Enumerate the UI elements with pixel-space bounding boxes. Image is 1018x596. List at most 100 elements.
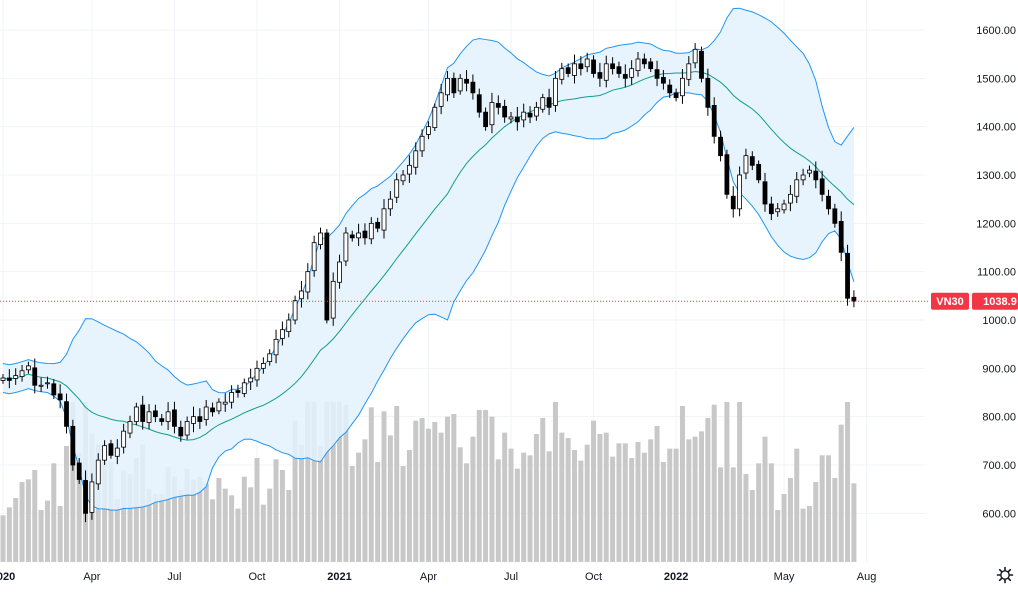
candle-body: [584, 58, 590, 68]
volume-bar: [578, 460, 584, 562]
volume-bar: [248, 487, 254, 562]
candle: [241, 378, 247, 398]
candle-body: [661, 76, 666, 84]
candle: [57, 384, 63, 409]
candle: [502, 99, 508, 123]
price-tick-label: 1000.0: [982, 315, 1016, 327]
candle: [775, 203, 781, 217]
candle-body: [57, 393, 63, 401]
candle-body: [762, 181, 768, 205]
candle: [222, 393, 228, 412]
candle-body: [286, 319, 292, 333]
volume-bar: [768, 463, 774, 562]
time-tick-label: Apr: [83, 571, 100, 583]
candle-body: [756, 163, 762, 181]
candle-body: [464, 78, 469, 84]
volume-bar: [337, 402, 343, 562]
candle: [184, 416, 190, 440]
candle-body: [76, 462, 82, 480]
candle: [349, 230, 355, 242]
band-fill: [3, 8, 854, 511]
volume-bar: [845, 402, 851, 562]
volume-bar: [749, 490, 755, 562]
candle: [591, 55, 596, 78]
candle: [584, 52, 590, 73]
candle: [788, 185, 793, 212]
settings-gear-icon[interactable]: [996, 566, 1014, 584]
price-axis[interactable]: 1600.00 1500.00 1400.00 1300.00 1200.00 1100.…: [976, 25, 1016, 520]
price-tick-label: 1300.00: [976, 170, 1016, 182]
volume-bar: [292, 420, 298, 562]
candle-body: [273, 338, 279, 356]
volume-bar: [667, 448, 673, 562]
candle: [686, 56, 692, 87]
volume-bar: [273, 459, 279, 562]
candle-body: [432, 106, 438, 129]
candle-body: [603, 63, 609, 81]
price-tick-label: 1500.00: [976, 73, 1016, 85]
candle-body: [749, 156, 755, 166]
candle: [845, 244, 850, 306]
volume-bar: [0, 515, 6, 562]
candle: [356, 223, 362, 246]
candle-body: [578, 63, 584, 70]
candle-body: [705, 77, 711, 108]
volume-bar: [521, 452, 527, 562]
volume-bar: [57, 506, 63, 562]
volume-bar: [324, 402, 330, 562]
volume-bar: [781, 494, 787, 562]
candle-body: [51, 383, 57, 396]
gear-icon: [996, 566, 1014, 584]
volume-bar: [362, 439, 368, 562]
time-tick-label: 2022: [664, 571, 688, 583]
volume-bar: [165, 467, 171, 562]
volume-bar: [743, 474, 749, 562]
candle: [667, 79, 673, 98]
candle-body: [197, 416, 203, 422]
candle-body: [616, 66, 622, 74]
candle: [565, 63, 571, 78]
candle: [603, 55, 609, 88]
candle: [286, 313, 292, 338]
last-price-tag-bg: [972, 292, 1018, 310]
candle-body: [368, 222, 374, 240]
candle: [699, 46, 704, 83]
volume-bar: [826, 455, 831, 562]
candle-body: [648, 61, 654, 70]
candle-body: [514, 116, 520, 123]
candle: [616, 61, 622, 78]
volume-bar: [508, 448, 514, 562]
candle-body: [489, 102, 495, 126]
candle-body: [83, 480, 88, 514]
volume-bar: [121, 470, 127, 562]
volume-bar: [241, 476, 247, 562]
candle: [95, 453, 101, 490]
candle: [432, 103, 438, 132]
volume-bar: [210, 499, 216, 562]
candle: [19, 364, 25, 382]
time-axis[interactable]: 2020 Apr Jul Oct 2021 Apr Jul Oct 2022 May Aug: [0, 571, 876, 583]
candle: [718, 130, 723, 162]
candle: [622, 64, 628, 88]
candle: [70, 419, 76, 471]
candle-body: [445, 77, 450, 96]
volume-bar: [19, 482, 25, 562]
volume-bar: [787, 478, 793, 562]
candle-body: [470, 81, 476, 94]
candle-body: [6, 377, 12, 381]
volume-bar: [305, 402, 311, 562]
candle: [540, 93, 546, 113]
candle-body: [673, 92, 679, 99]
volume-bar: [679, 406, 685, 562]
candle: [419, 129, 425, 157]
candle-body: [718, 136, 723, 157]
candle-body: [413, 150, 419, 168]
volume-bar: [483, 410, 489, 562]
candle-body: [559, 68, 565, 80]
candle-body: [114, 447, 120, 457]
price-tick-label: 1400.00: [976, 122, 1016, 134]
candle-body: [330, 280, 336, 319]
volume-bar: [102, 462, 108, 562]
volume-bar: [705, 418, 711, 562]
volume-bar: [25, 479, 31, 562]
